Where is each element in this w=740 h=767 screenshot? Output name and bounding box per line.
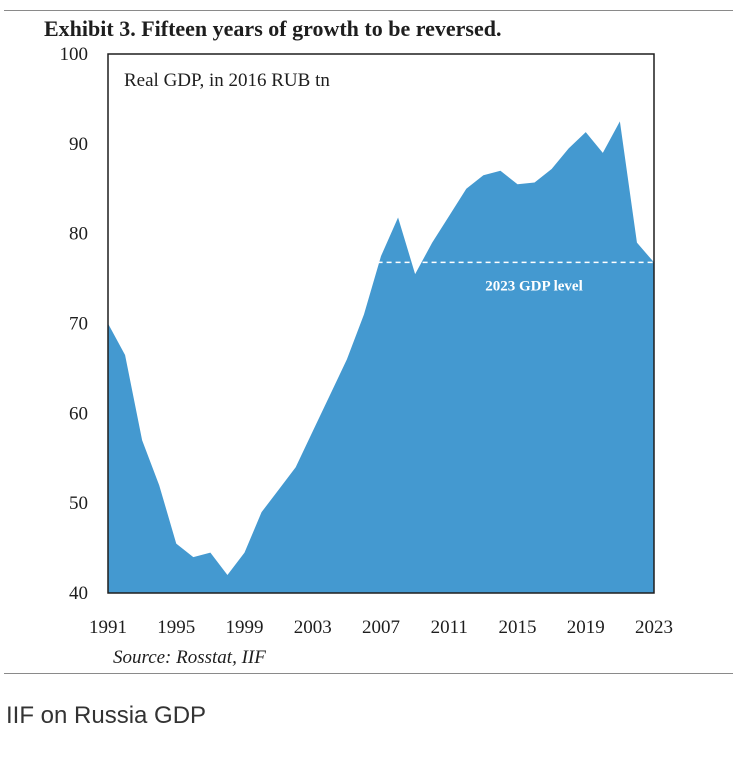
x-axis-ticks: 1991 1995 1999 2003 2007 2011 2015 2019 2023 — [89, 617, 673, 638]
y-tick-label: 100 — [60, 44, 89, 65]
image-caption: IIF on Russia GDP — [6, 702, 207, 729]
x-tick-label: 2003 — [294, 617, 332, 638]
source-note: Source: Rosstat, IIF — [113, 647, 266, 668]
chart-title: Real GDP, in 2016 RUB tn — [124, 70, 330, 91]
reference-layer: 2023 GDP level — [377, 261, 654, 294]
area-layer — [108, 121, 654, 593]
y-tick-label: 40 — [69, 583, 88, 604]
bottom-rule — [4, 673, 733, 674]
x-tick-label: 2019 — [567, 617, 605, 638]
x-tick-label: 1995 — [157, 617, 195, 638]
top-rule — [4, 10, 733, 11]
reference-line-label: 2023 GDP level — [485, 278, 583, 294]
x-tick-label: 1991 — [89, 617, 127, 638]
y-tick-label: 60 — [69, 403, 88, 424]
x-tick-label: 2011 — [431, 617, 468, 638]
y-axis-ticks: 100 90 80 70 60 50 40 — [60, 44, 89, 604]
y-tick-label: 90 — [69, 134, 88, 155]
exhibit-title: Exhibit 3. Fifteen years of growth to be… — [44, 16, 502, 41]
x-tick-label: 2007 — [362, 617, 400, 638]
y-tick-label: 70 — [69, 314, 88, 335]
y-tick-label: 80 — [69, 224, 88, 245]
plot-frame — [107, 53, 655, 594]
gdp-area-series — [108, 121, 654, 593]
x-tick-label: 2023 — [635, 617, 673, 638]
y-tick-label: 50 — [69, 493, 88, 514]
x-tick-label: 2015 — [499, 617, 537, 638]
x-tick-label: 1999 — [226, 617, 264, 638]
